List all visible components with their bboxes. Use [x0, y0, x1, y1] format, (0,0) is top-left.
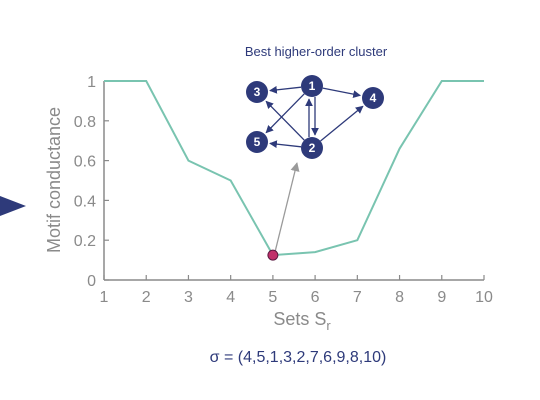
y-tick-label: 0.6	[74, 154, 96, 171]
y-tick-label: 0	[87, 273, 96, 290]
series-line	[104, 80, 484, 257]
x-tick-label: 2	[142, 289, 151, 306]
inset-node-label: 4	[370, 91, 377, 105]
highlight-point	[267, 249, 279, 261]
highlight-arrow	[274, 162, 300, 253]
x-axis-label: Sets Sr	[273, 309, 331, 333]
inset-node-label: 5	[254, 135, 261, 149]
inset-edge	[269, 140, 302, 149]
x-tick-label: 10	[475, 289, 493, 306]
y-tick-label: 0.8	[74, 114, 96, 131]
inset-node	[246, 81, 268, 103]
x-tick-label: 1	[100, 289, 109, 306]
x-tick-label: 8	[395, 289, 404, 306]
inset-edge	[265, 100, 305, 141]
inset-node	[246, 131, 268, 153]
inset-node	[362, 87, 384, 109]
x-tick-label: 5	[268, 289, 277, 306]
inset-title: Best higher-order cluster	[245, 44, 388, 59]
inset-edge	[265, 93, 305, 134]
pointer-triangle-icon	[0, 196, 26, 216]
inset-edge	[320, 105, 364, 142]
sigma-annotation: σ = (4,5,1,3,2,7,6,9,8,10)	[210, 349, 387, 366]
y-tick-label: 0.4	[74, 193, 96, 210]
inset-node	[301, 137, 323, 159]
x-tick-label: 3	[184, 289, 193, 306]
inset-node-label: 3	[254, 85, 261, 99]
x-tick-label: 4	[226, 289, 235, 306]
y-axis-label: Motif conductance	[44, 107, 64, 253]
x-tick-label: 9	[437, 289, 446, 306]
inset-node	[301, 75, 323, 97]
y-tick-label: 0.2	[74, 233, 96, 250]
inset-edge	[322, 87, 362, 98]
inset-edge	[269, 85, 302, 94]
inset-node-label: 2	[309, 141, 316, 155]
inset-node-label: 1	[309, 79, 316, 93]
y-tick-label: 1	[87, 74, 96, 91]
x-tick-label: 6	[311, 289, 320, 306]
x-tick-label: 7	[353, 289, 362, 306]
